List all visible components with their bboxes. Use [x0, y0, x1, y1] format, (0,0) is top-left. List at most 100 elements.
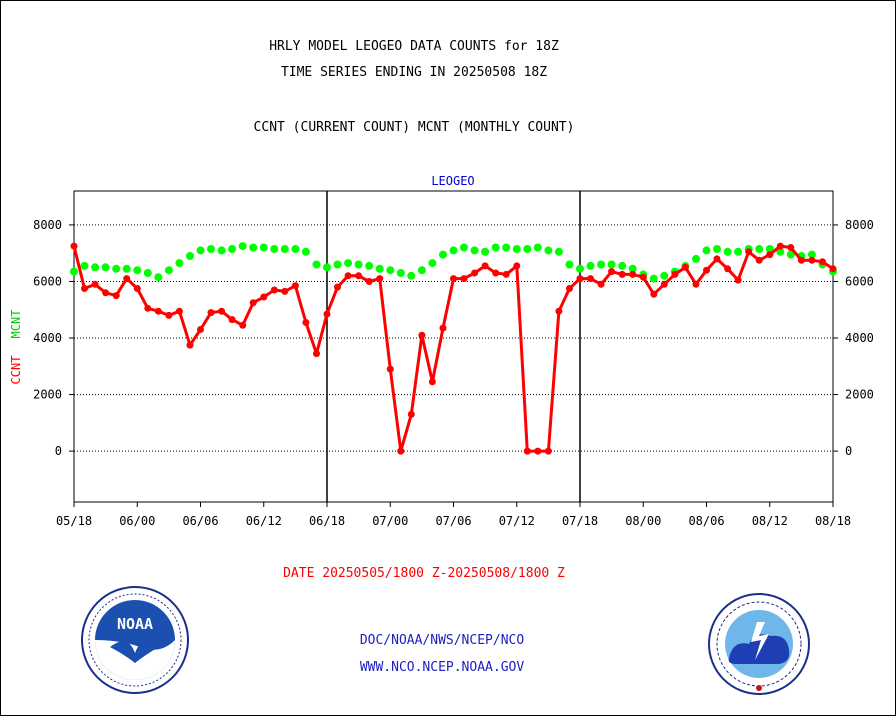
- data-point-mcnt: [175, 259, 184, 268]
- data-point-ccnt: [587, 275, 594, 283]
- data-point-ccnt: [270, 286, 278, 294]
- x-tick-label: 07/00: [372, 514, 408, 528]
- data-point-ccnt: [555, 307, 563, 315]
- data-point-mcnt: [713, 245, 721, 253]
- data-point-mcnt: [533, 243, 542, 252]
- data-point-ccnt: [492, 269, 500, 277]
- data-point-ccnt: [513, 262, 521, 270]
- series-mcnt: [70, 242, 837, 283]
- data-point-mcnt: [417, 266, 426, 275]
- data-point-mcnt: [439, 250, 447, 259]
- data-point-ccnt: [724, 265, 732, 273]
- data-point-mcnt: [607, 260, 616, 269]
- data-point-mcnt: [755, 245, 764, 253]
- data-point-mcnt: [301, 247, 310, 256]
- data-point-ccnt: [218, 307, 226, 315]
- y-tick-label-left: 4000: [33, 331, 62, 345]
- x-tick-label: 06/06: [182, 514, 218, 528]
- data-point-ccnt: [291, 282, 299, 290]
- data-point-ccnt: [713, 255, 721, 263]
- data-point-ccnt: [81, 285, 88, 292]
- data-point-mcnt: [133, 266, 142, 275]
- data-point-mcnt: [323, 263, 331, 272]
- panel-title: LEOGEO: [431, 174, 474, 188]
- data-point-ccnt: [471, 269, 479, 277]
- data-point-ccnt: [186, 341, 194, 349]
- data-point-ccnt: [91, 280, 99, 288]
- data-point-mcnt: [491, 243, 500, 252]
- data-point-mcnt: [565, 260, 574, 269]
- data-point-mcnt: [481, 247, 490, 256]
- data-point-mcnt: [692, 254, 700, 263]
- data-point-ccnt: [829, 265, 837, 273]
- data-point-ccnt: [629, 270, 637, 278]
- data-point-ccnt: [334, 283, 341, 291]
- data-point-mcnt: [597, 260, 606, 269]
- data-point-mcnt: [660, 271, 669, 280]
- x-tick-label: 07/12: [499, 514, 535, 528]
- data-point-ccnt: [650, 290, 658, 298]
- data-point-ccnt: [597, 280, 605, 288]
- data-point-ccnt: [566, 285, 573, 292]
- data-point-ccnt: [755, 256, 763, 264]
- data-point-ccnt: [355, 272, 363, 280]
- data-point-ccnt: [703, 266, 710, 274]
- noaa-logo: NOAA: [81, 586, 189, 694]
- data-point-mcnt: [386, 266, 395, 275]
- data-point-ccnt: [745, 248, 753, 256]
- data-point-ccnt: [112, 292, 120, 300]
- x-tick-label: 06/18: [309, 514, 345, 528]
- x-tick-label: 06/00: [119, 514, 155, 528]
- data-point-ccnt: [787, 244, 795, 251]
- data-point-mcnt: [365, 261, 374, 270]
- data-point-mcnt: [807, 250, 816, 259]
- data-point-mcnt: [270, 245, 279, 253]
- data-point-mcnt: [618, 261, 627, 270]
- data-point-ccnt: [734, 276, 742, 284]
- y-tick-label-left: 8000: [33, 218, 62, 232]
- y-axis-right: 0 2000 4000 6000 8000: [833, 218, 874, 458]
- data-point-ccnt: [165, 311, 173, 319]
- data-point-ccnt: [660, 280, 668, 288]
- data-point-mcnt: [502, 243, 511, 252]
- data-point-ccnt: [819, 258, 826, 266]
- y-tick-label-right: 8000: [845, 218, 874, 232]
- data-point-mcnt: [228, 245, 237, 253]
- data-point-mcnt: [344, 259, 353, 268]
- y-tick-label-right: 6000: [845, 274, 874, 288]
- data-point-mcnt: [101, 263, 110, 272]
- data-point-mcnt: [470, 246, 479, 255]
- data-point-ccnt: [365, 278, 373, 285]
- time-series-chart: 0 2000 4000 6000 8000 0 2000 4000 6000 8000 05/1…: [9, 174, 874, 528]
- data-point-ccnt: [544, 447, 552, 455]
- data-point-ccnt: [175, 307, 183, 315]
- data-point-mcnt: [576, 264, 584, 273]
- data-point-mcnt: [143, 269, 152, 277]
- data-point-ccnt: [70, 242, 78, 250]
- data-point-mcnt: [765, 245, 774, 253]
- data-point-mcnt: [122, 264, 131, 273]
- x-tick-label: 05/18: [56, 514, 92, 528]
- data-point-mcnt: [280, 245, 289, 253]
- y-tick-label-right: 4000: [845, 331, 874, 345]
- x-tick-label: 08/06: [688, 514, 724, 528]
- y-tick-label-left: 2000: [33, 388, 62, 402]
- y-tick-label-right: 2000: [845, 388, 874, 402]
- data-point-ccnt: [618, 270, 626, 278]
- data-point-ccnt: [344, 272, 352, 280]
- data-point-mcnt: [80, 261, 89, 270]
- data-point-mcnt: [702, 246, 711, 255]
- data-point-mcnt: [544, 246, 553, 255]
- data-point-ccnt: [671, 270, 679, 278]
- data-point-mcnt: [407, 271, 416, 280]
- x-tick-label: 08/18: [815, 514, 851, 528]
- chart-subtitle: TIME SERIES ENDING IN 20250508 18Z: [280, 65, 548, 80]
- data-point-ccnt: [450, 275, 457, 283]
- y-tick-label-right: 0: [845, 444, 852, 458]
- data-point-ccnt: [407, 410, 415, 418]
- data-point-ccnt: [439, 324, 447, 332]
- data-point-ccnt: [154, 307, 162, 315]
- data-point-ccnt: [207, 309, 215, 317]
- data-point-ccnt: [639, 273, 647, 281]
- data-point-mcnt: [523, 245, 532, 253]
